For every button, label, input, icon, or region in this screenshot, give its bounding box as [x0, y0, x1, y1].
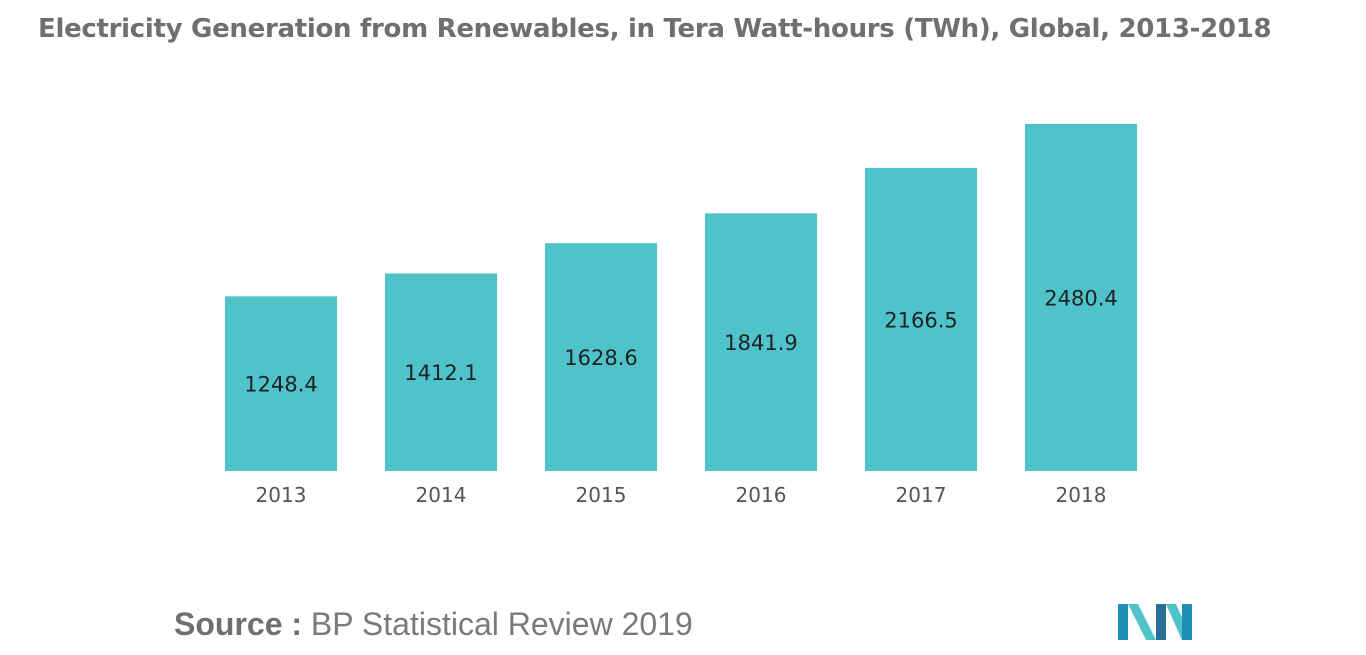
value-label-2014: 1412.1	[404, 361, 477, 385]
value-label-2017: 2166.5	[884, 308, 957, 332]
x-tick-label-2017: 2017	[896, 483, 947, 507]
source-text: BP Statistical Review 2019	[310, 606, 693, 642]
bar-2018	[1025, 124, 1137, 471]
x-tick-label-2016: 2016	[736, 483, 787, 507]
x-tick-label-2018: 2018	[1056, 483, 1107, 507]
value-label-2016: 1841.9	[724, 331, 797, 355]
bars-layer	[225, 124, 1137, 471]
x-axis-tick-labels: 2013 2014 2015 2016 2017 2018	[256, 483, 1107, 507]
source-label: Source :	[174, 606, 303, 642]
bar-2017	[865, 167, 977, 471]
bar-2013	[225, 296, 337, 471]
source-line: Source : BP Statistical Review 2019	[174, 606, 693, 643]
chart-title: Electricity Generation from Renewables, …	[38, 14, 1272, 44]
value-label-2018: 2480.4	[1044, 287, 1117, 311]
x-tick-label-2015: 2015	[576, 483, 627, 507]
bar-2015	[545, 243, 657, 471]
value-labels-layer: 1248.4 1412.1 1628.6 1841.9 2166.5 2480.4	[244, 287, 1117, 397]
mordor-intelligence-logo-icon	[1118, 604, 1192, 640]
value-label-2013: 1248.4	[244, 373, 317, 397]
value-label-2015: 1628.6	[564, 346, 637, 370]
bar-2016	[705, 213, 817, 471]
x-tick-label-2014: 2014	[416, 483, 467, 507]
bar-2014	[385, 273, 497, 471]
x-tick-label-2013: 2013	[256, 483, 307, 507]
